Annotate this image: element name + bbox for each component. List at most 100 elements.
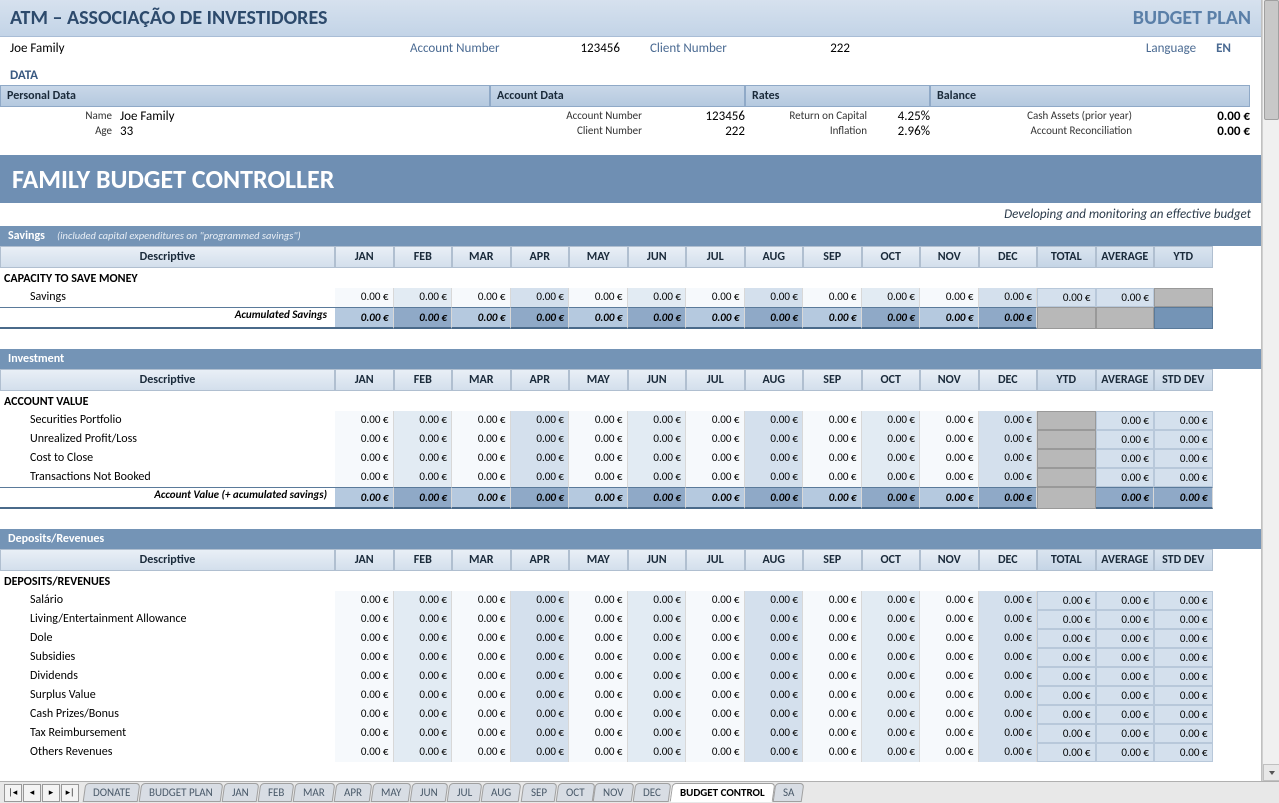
client-num-value[interactable]: 222 xyxy=(650,124,745,139)
data-cell[interactable]: 0.00 € xyxy=(862,430,921,449)
data-cell[interactable]: 0.00 € xyxy=(803,705,862,724)
worksheet-tab-budget-plan[interactable]: BUDGET PLAN xyxy=(139,783,223,802)
data-cell[interactable]: 0.00 € xyxy=(803,667,862,686)
data-cell[interactable]: 0.00 € xyxy=(979,610,1038,629)
data-cell[interactable]: 0.00 € xyxy=(686,411,745,430)
data-cell[interactable]: 0.00 € xyxy=(394,449,453,468)
data-cell[interactable]: 0.00 € xyxy=(920,724,979,743)
data-cell[interactable]: 0.00 € xyxy=(862,288,921,307)
data-cell[interactable]: 0.00 € xyxy=(569,648,628,667)
data-cell[interactable]: 0.00 € xyxy=(511,724,570,743)
worksheet-tab-may[interactable]: MAY xyxy=(371,783,412,802)
data-cell[interactable]: 0.00 € xyxy=(686,686,745,705)
data-cell[interactable]: 0.00 € xyxy=(979,724,1038,743)
data-cell[interactable]: 0.00 € xyxy=(920,430,979,449)
data-cell[interactable]: 0.00 € xyxy=(335,686,394,705)
data-cell[interactable]: 0.00 € xyxy=(862,610,921,629)
data-cell[interactable]: 0.00 € xyxy=(511,430,570,449)
data-cell[interactable]: 0.00 € xyxy=(803,648,862,667)
data-cell[interactable]: 0.00 € xyxy=(394,591,453,610)
data-cell[interactable]: 0.00 € xyxy=(920,288,979,307)
worksheet-tab-budget-control[interactable]: BUDGET CONTROL xyxy=(669,783,774,802)
data-cell[interactable]: 0.00 € xyxy=(335,705,394,724)
data-cell[interactable]: 0.00 € xyxy=(628,411,687,430)
data-cell[interactable]: 0.00 € xyxy=(745,430,804,449)
data-cell[interactable]: 0.00 € xyxy=(569,610,628,629)
data-cell[interactable]: 0.00 € xyxy=(862,743,921,762)
data-cell[interactable]: 0.00 € xyxy=(511,629,570,648)
data-cell[interactable]: 0.00 € xyxy=(628,686,687,705)
data-cell[interactable]: 0.00 € xyxy=(628,648,687,667)
data-cell[interactable]: 0.00 € xyxy=(452,724,511,743)
data-cell[interactable]: 0.00 € xyxy=(394,610,453,629)
data-cell[interactable]: 0.00 € xyxy=(511,591,570,610)
data-cell[interactable]: 0.00 € xyxy=(335,449,394,468)
data-cell[interactable]: 0.00 € xyxy=(686,743,745,762)
data-cell[interactable]: 0.00 € xyxy=(628,667,687,686)
data-cell[interactable]: 0.00 € xyxy=(569,705,628,724)
data-cell[interactable]: 0.00 € xyxy=(452,648,511,667)
data-cell[interactable]: 0.00 € xyxy=(511,610,570,629)
data-cell[interactable]: 0.00 € xyxy=(628,288,687,307)
data-cell[interactable]: 0.00 € xyxy=(335,648,394,667)
worksheet-tab-jul[interactable]: JUL xyxy=(447,783,483,802)
data-cell[interactable]: 0.00 € xyxy=(686,288,745,307)
worksheet-tab-donate[interactable]: DONATE xyxy=(83,783,141,802)
data-cell[interactable]: 0.00 € xyxy=(569,686,628,705)
worksheet-tab-nov[interactable]: NOV xyxy=(593,783,634,802)
worksheet-tab-feb[interactable]: FEB xyxy=(258,783,295,802)
data-cell[interactable]: 0.00 € xyxy=(452,705,511,724)
data-cell[interactable]: 0.00 € xyxy=(803,724,862,743)
data-cell[interactable]: 0.00 € xyxy=(686,591,745,610)
data-cell[interactable]: 0.00 € xyxy=(686,705,745,724)
data-cell[interactable]: 0.00 € xyxy=(862,705,921,724)
data-cell[interactable]: 0.00 € xyxy=(803,629,862,648)
data-cell[interactable]: 0.00 € xyxy=(745,591,804,610)
data-cell[interactable]: 0.00 € xyxy=(803,610,862,629)
data-cell[interactable]: 0.00 € xyxy=(335,724,394,743)
data-cell[interactable]: 0.00 € xyxy=(979,468,1038,487)
worksheet-tab-sa[interactable]: SA xyxy=(773,783,805,802)
data-cell[interactable]: 0.00 € xyxy=(394,430,453,449)
data-cell[interactable]: 0.00 € xyxy=(335,743,394,762)
worksheet-tab-aug[interactable]: AUG xyxy=(481,783,522,802)
data-cell[interactable]: 0.00 € xyxy=(452,288,511,307)
data-cell[interactable]: 0.00 € xyxy=(920,449,979,468)
data-cell[interactable]: 0.00 € xyxy=(686,468,745,487)
data-cell[interactable]: 0.00 € xyxy=(920,667,979,686)
data-cell[interactable]: 0.00 € xyxy=(979,430,1038,449)
inflation-value[interactable]: 2.96% xyxy=(875,124,930,139)
data-cell[interactable]: 0.00 € xyxy=(394,411,453,430)
data-cell[interactable]: 0.00 € xyxy=(803,430,862,449)
cash-assets-value[interactable]: 0.00 € xyxy=(1140,109,1250,124)
tab-nav-next[interactable]: ▸ xyxy=(42,784,60,802)
data-cell[interactable]: 0.00 € xyxy=(745,724,804,743)
data-cell[interactable]: 0.00 € xyxy=(452,610,511,629)
data-cell[interactable]: 0.00 € xyxy=(803,743,862,762)
data-cell[interactable]: 0.00 € xyxy=(335,411,394,430)
data-cell[interactable]: 0.00 € xyxy=(569,430,628,449)
tab-nav-last[interactable]: ▸| xyxy=(61,784,79,802)
data-cell[interactable]: 0.00 € xyxy=(803,449,862,468)
data-cell[interactable]: 0.00 € xyxy=(686,610,745,629)
worksheet-tab-jan[interactable]: JAN xyxy=(222,783,259,802)
name-value[interactable]: Joe Family xyxy=(120,109,490,124)
data-cell[interactable]: 0.00 € xyxy=(745,610,804,629)
data-cell[interactable]: 0.00 € xyxy=(452,411,511,430)
data-cell[interactable]: 0.00 € xyxy=(569,468,628,487)
data-cell[interactable]: 0.00 € xyxy=(452,468,511,487)
data-cell[interactable]: 0.00 € xyxy=(511,743,570,762)
data-cell[interactable]: 0.00 € xyxy=(979,705,1038,724)
data-cell[interactable]: 0.00 € xyxy=(628,705,687,724)
data-cell[interactable]: 0.00 € xyxy=(452,743,511,762)
data-cell[interactable]: 0.00 € xyxy=(394,743,453,762)
data-cell[interactable]: 0.00 € xyxy=(920,629,979,648)
data-cell[interactable]: 0.00 € xyxy=(452,629,511,648)
data-cell[interactable]: 0.00 € xyxy=(628,449,687,468)
data-cell[interactable]: 0.00 € xyxy=(979,686,1038,705)
data-cell[interactable]: 0.00 € xyxy=(569,411,628,430)
data-cell[interactable]: 0.00 € xyxy=(686,629,745,648)
data-cell[interactable]: 0.00 € xyxy=(628,724,687,743)
data-cell[interactable]: 0.00 € xyxy=(511,667,570,686)
data-cell[interactable]: 0.00 € xyxy=(335,629,394,648)
